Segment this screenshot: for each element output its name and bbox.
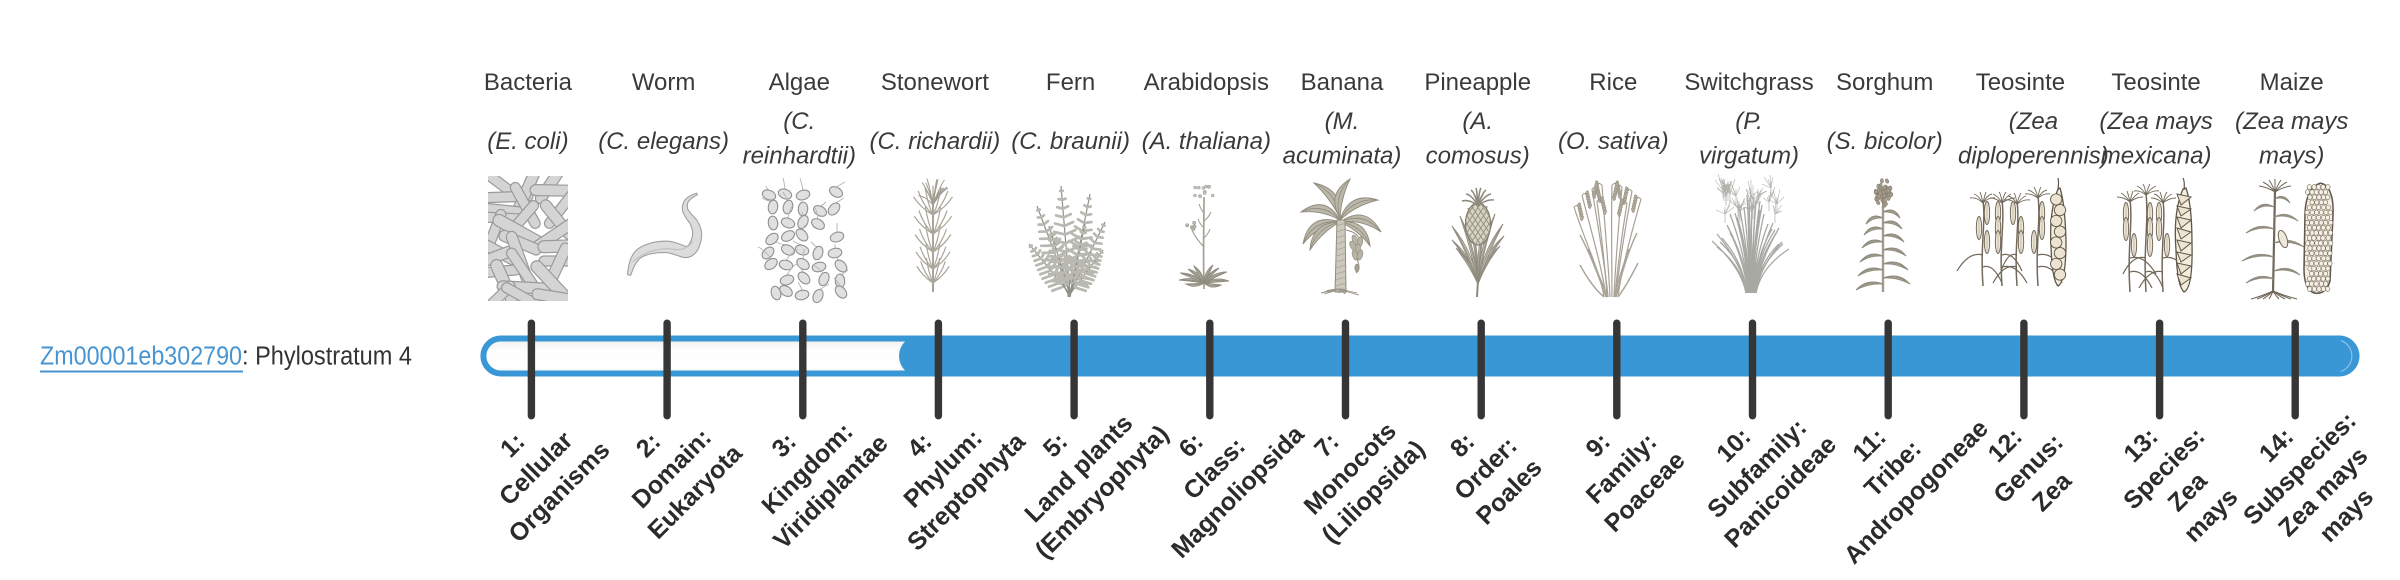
svg-text:Teosinte: Teosinte	[1976, 69, 2065, 96]
svg-text:(S. bicolor): (S. bicolor)	[1827, 128, 1943, 155]
svg-text:(C.: (C.	[783, 108, 815, 135]
svg-text:Pineapple: Pineapple	[1424, 69, 1531, 96]
svg-text:7:Monocots(Liliopsida): 7:Monocots(Liliopsida)	[1270, 388, 1431, 549]
svg-text:Stonewort: Stonewort	[881, 69, 989, 96]
svg-text:10:Subfamily:Panicoideae: 10:Subfamily:Panicoideae	[1672, 384, 1842, 554]
svg-text:(C. richardii): (C. richardii)	[870, 128, 1001, 155]
svg-text:9:Family:Poaceae: 9:Family:Poaceae	[1552, 400, 1690, 538]
svg-text:Banana: Banana	[1301, 69, 1384, 96]
svg-text:(P.: (P.	[1735, 108, 1763, 135]
svg-text:(A. thaliana): (A. thaliana)	[1142, 128, 1271, 155]
svg-text:diploperennis): diploperennis)	[1958, 143, 2109, 170]
svg-text:(O. sativa): (O. sativa)	[1558, 128, 1669, 155]
svg-text:(Zea: (Zea	[2009, 108, 2058, 135]
svg-text:Rice: Rice	[1589, 69, 1637, 96]
svg-text:2:Domain:Eukaryota: 2:Domain:Eukaryota	[596, 392, 749, 545]
svg-text:13:Species:Zeamays: 13:Species:Zeamays	[2095, 399, 2258, 562]
svg-text:3:Kingdom:Viridiplantae: 3:Kingdom:Viridiplantae	[721, 382, 893, 554]
svg-text:Zm00001eb302790: Phylostratum: Zm00001eb302790: Phylostratum 4	[40, 343, 412, 371]
svg-text:mays): mays)	[2259, 143, 2324, 170]
svg-text:mexicana): mexicana)	[2101, 143, 2212, 170]
svg-text:(Zea mays: (Zea mays	[2235, 108, 2348, 135]
svg-text:Fern: Fern	[1046, 69, 1095, 96]
svg-text:8:Order:Poales: 8:Order:Poales	[1424, 407, 1547, 530]
svg-text:(C. elegans): (C. elegans)	[598, 128, 729, 155]
svg-text:Bacteria: Bacteria	[484, 69, 573, 96]
svg-text:reinhardtii): reinhardtii)	[743, 143, 856, 170]
svg-text:acuminata): acuminata)	[1283, 143, 1402, 170]
svg-text:(Zea mays: (Zea mays	[2099, 108, 2212, 135]
svg-text:14:Subspecies:Zea maysmays: 14:Subspecies:Zea maysmays	[2215, 383, 2400, 577]
svg-text:virgatum): virgatum)	[1699, 143, 1799, 170]
svg-text:Algae: Algae	[769, 69, 830, 96]
svg-text:Sorghum: Sorghum	[1836, 69, 1933, 96]
svg-text:5:Land plants(Embryophyta): 5:Land plants(Embryophyta)	[983, 373, 1174, 564]
svg-text:4:Phylum:Streptophyta: 4:Phylum:Streptophyta	[855, 380, 1031, 556]
svg-text:Teosinte: Teosinte	[2111, 69, 2200, 96]
svg-text:(M.: (M.	[1325, 108, 1360, 135]
svg-text:(A.: (A.	[1462, 108, 1493, 135]
svg-text:Switchgrass: Switchgrass	[1684, 69, 1813, 96]
svg-text:(C. braunii): (C. braunii)	[1011, 128, 1130, 155]
svg-text:comosus): comosus)	[1426, 143, 1530, 170]
svg-text:(E. coli): (E. coli)	[487, 128, 568, 155]
svg-text:Worm: Worm	[632, 69, 696, 96]
svg-text:1:CellularOrganisms: 1:CellularOrganisms	[457, 389, 616, 548]
svg-text:Maize: Maize	[2260, 69, 2324, 96]
svg-text:12:Genus:Zea: 12:Genus:Zea	[1965, 405, 2092, 532]
svg-text:Arabidopsis: Arabidopsis	[1144, 69, 1269, 96]
svg-text:6:Class:Magnoliopsida: 6:Class:Magnoliopsida	[1119, 373, 1310, 564]
